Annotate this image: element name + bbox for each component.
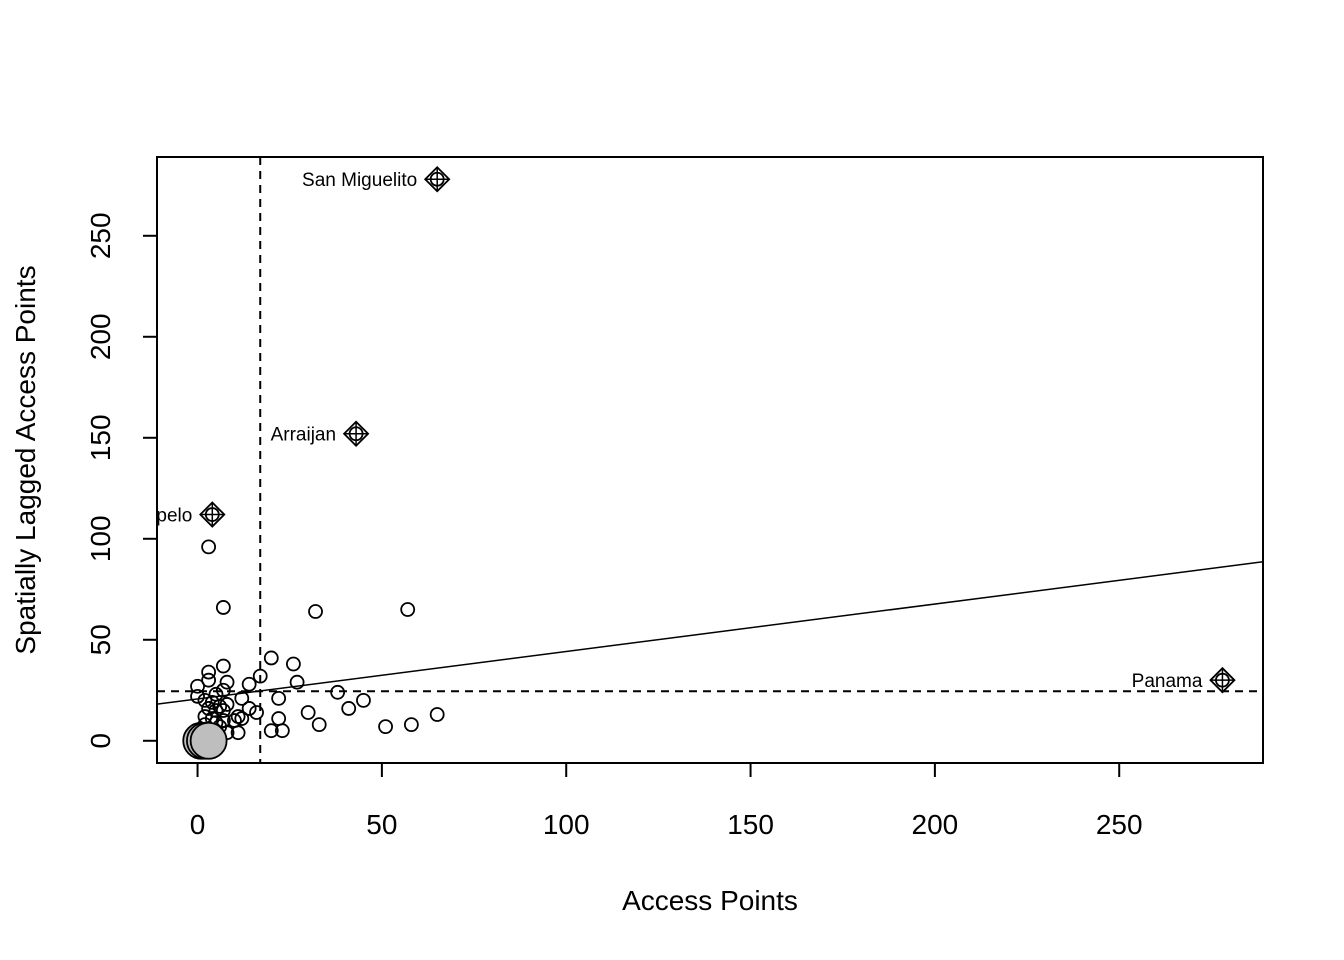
scatter-point: [201, 664, 217, 680]
y-tick-label: 200: [85, 313, 116, 360]
y-axis-title: Spatially Lagged Access Points: [10, 265, 41, 654]
y-tick-label: 250: [85, 212, 116, 259]
scatter-point: [263, 723, 279, 739]
influential-point-label: pelo: [156, 506, 192, 527]
y-tick-label: 50: [85, 624, 116, 655]
scatter-point: [249, 705, 264, 720]
y-tick-label: 0: [85, 733, 116, 749]
scatter-point: [400, 602, 416, 617]
scatter-point: [330, 684, 346, 700]
scatter-point: [190, 688, 205, 704]
scatter-point: [190, 678, 205, 694]
scatter-point: [252, 668, 268, 684]
influential-point: Panama: [1132, 666, 1236, 694]
scatter-point: [201, 701, 217, 716]
x-tick-label: 50: [366, 809, 397, 840]
scatter-point: [215, 703, 231, 718]
scatter-point: [271, 690, 287, 706]
scatter-point: [234, 690, 250, 706]
scatter-point: [234, 711, 250, 726]
scatter-point: [212, 699, 228, 714]
scatter-point: [311, 717, 327, 733]
scatter-point: [403, 717, 419, 733]
y-axis: 0 50 100 150 200 250: [85, 212, 158, 749]
scatter-point: [263, 650, 279, 666]
x-tick-label: 200: [912, 809, 959, 840]
scatter-point: [230, 725, 246, 741]
scatter-point: [271, 711, 287, 726]
x-tick-label: 150: [727, 809, 774, 840]
scatter-point: [300, 705, 316, 720]
scatter-point: [215, 658, 231, 674]
scatter-point: [241, 701, 257, 716]
x-tick-label: 250: [1096, 809, 1143, 840]
scatter-point: [289, 674, 305, 690]
y-tick-label: 150: [85, 414, 116, 461]
scatter-point: [378, 719, 393, 735]
scatter-point: [215, 682, 231, 698]
influential-point: San Miguelito: [302, 165, 451, 193]
regression-line: [157, 561, 1263, 705]
plot-contents: San Miguelito Arraijan pelo Panama: [156, 157, 1263, 763]
scatter-point: [429, 707, 445, 722]
points-layer: [182, 539, 445, 760]
x-tick-label: 0: [190, 809, 206, 840]
influential-point: Arraijan: [271, 420, 370, 448]
scatter-point: [215, 600, 231, 615]
x-tick-label: 100: [543, 809, 590, 840]
influential-point-label: Arraijan: [271, 425, 336, 446]
x-axis-title: Access Points: [622, 885, 798, 916]
scatter-point: [286, 656, 301, 672]
scatter-point: [274, 723, 290, 739]
influential-points-layer: San Miguelito Arraijan pelo Panama: [156, 165, 1236, 694]
y-tick-label: 100: [85, 515, 116, 562]
influential-point-label: San Miguelito: [302, 170, 417, 191]
zero-point: [189, 721, 228, 760]
scatter-point: [201, 539, 217, 555]
influential-point-label: Panama: [1132, 671, 1203, 692]
plot-area: San Miguelito Arraijan pelo Panama: [156, 156, 1264, 764]
plot-frame: [156, 156, 1264, 764]
x-axis: 0 50 100 150 200 250: [190, 762, 1143, 840]
scatter-point: [241, 676, 257, 692]
scatter-point: [356, 692, 371, 708]
scatter-point: [197, 692, 213, 708]
scatter-point: [219, 674, 235, 690]
scatter-point: [341, 701, 357, 716]
scatter-point: [201, 672, 217, 688]
scatter-point: [308, 604, 323, 619]
influential-point: pelo: [156, 501, 226, 528]
